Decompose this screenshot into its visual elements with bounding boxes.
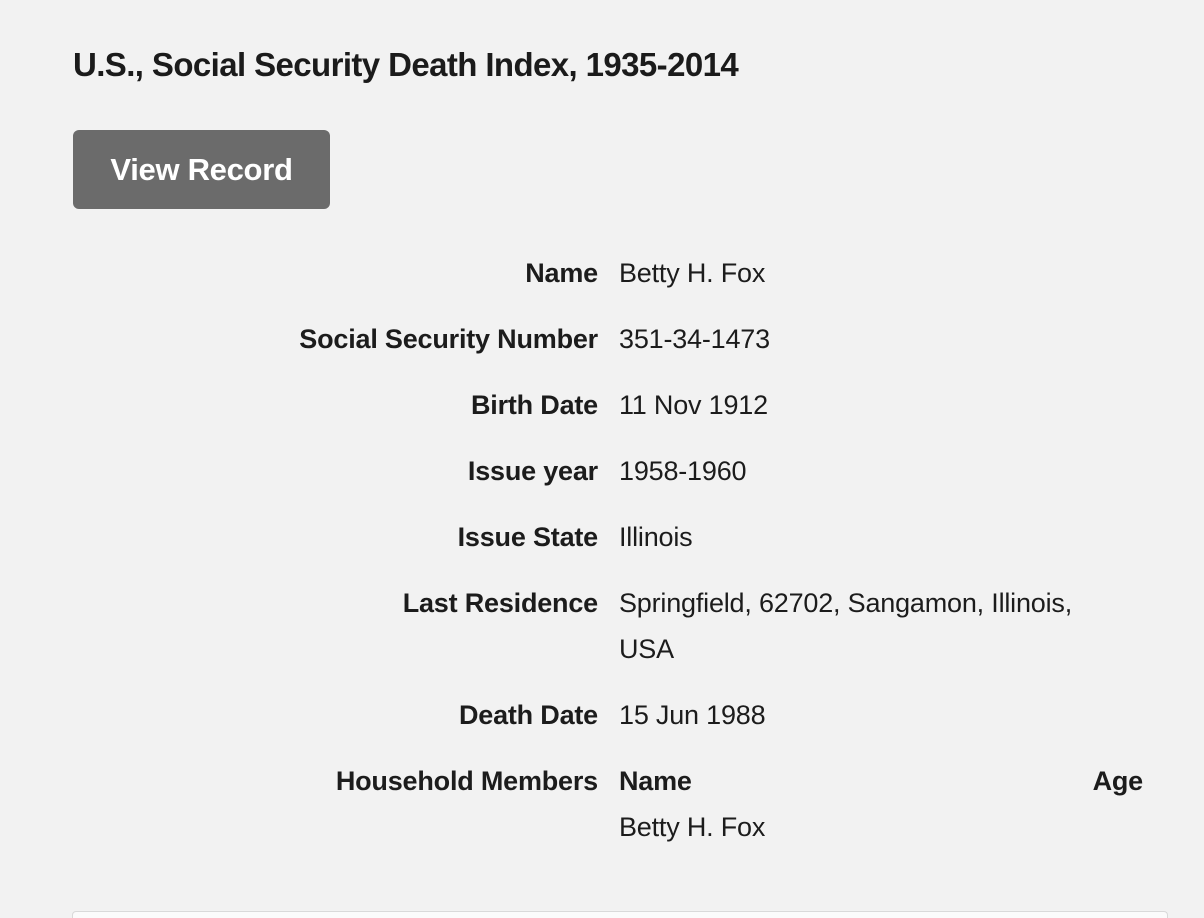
household-age-header: Age — [1092, 766, 1144, 796]
record-field-row-issue-year: Issue year 1958-1960 — [73, 448, 1168, 494]
field-label: Last Residence — [402, 588, 598, 618]
field-label: Birth Date — [470, 390, 598, 420]
next-record-card-top-edge — [72, 911, 1168, 918]
field-value: 15 Jun 1988 — [619, 700, 766, 730]
household-members-cell: Name Age Betty H. Fox — [619, 758, 1143, 850]
record-preview-panel: U.S., Social Security Death Index, 1935-… — [73, 46, 1168, 850]
household-members-header: Name Age — [619, 758, 1143, 804]
household-members-row: Household Members Name Age Betty H. Fox — [73, 758, 1168, 850]
record-field-row-birth-date: Birth Date 11 Nov 1912 — [73, 382, 1168, 428]
field-value: 351-34-1473 — [619, 324, 770, 354]
field-label: Death Date — [458, 700, 598, 730]
field-value: Springfield, 62702, Sangamon, Illinois, … — [619, 588, 1072, 664]
record-field-row-name: Name Betty H. Fox — [73, 250, 1168, 296]
field-label: Issue State — [457, 522, 599, 552]
record-fields: Name Betty H. Fox Social Security Number… — [73, 250, 1168, 850]
field-value: 1958-1960 — [619, 456, 747, 486]
field-value: Betty H. Fox — [619, 258, 766, 288]
record-field-row-issue-state: Issue State Illinois — [73, 514, 1168, 560]
field-value: Illinois — [619, 522, 693, 552]
record-field-row-ssn: Social Security Number 351-34-1473 — [73, 316, 1168, 362]
view-record-button[interactable]: View Record — [73, 130, 330, 209]
household-members-table: Name Age Betty H. Fox — [619, 758, 1143, 850]
field-value: 11 Nov 1912 — [619, 390, 768, 420]
household-member-name: Betty H. Fox — [619, 812, 766, 842]
field-label: Name — [525, 258, 598, 288]
household-name-header: Name — [619, 766, 692, 796]
page-title: U.S., Social Security Death Index, 1935-… — [73, 46, 739, 83]
field-label: Issue year — [467, 456, 598, 486]
record-field-row-last-residence: Last Residence Springfield, 62702, Sanga… — [73, 580, 1168, 672]
field-label: Social Security Number — [299, 324, 598, 354]
record-field-row-death-date: Death Date 15 Jun 1988 — [73, 692, 1168, 738]
field-label: Household Members — [335, 766, 598, 796]
household-member-row: Betty H. Fox — [619, 804, 1143, 850]
